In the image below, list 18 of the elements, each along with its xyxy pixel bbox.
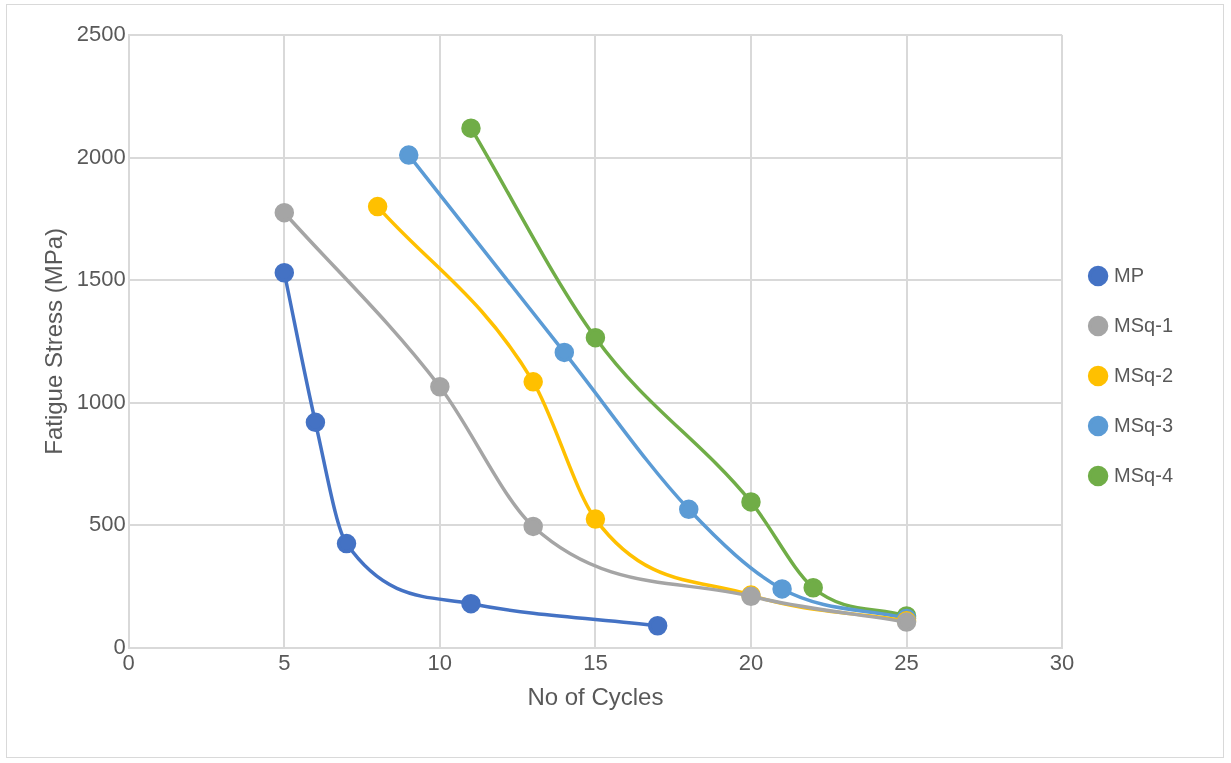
y-tick-label: 1500 [76,266,126,292]
legend-label: MSq-1 [1114,313,1173,336]
y-tick-label: 1000 [76,388,126,414]
x-tick-label: 15 [583,650,608,676]
x-tick-label: 20 [738,650,764,676]
x-tick-label: 10 [427,650,453,676]
x-axis-title: No of Cycles [527,683,664,711]
y-tick-label: 2000 [76,143,126,169]
x-tick-label: 25 [894,650,919,676]
y-tick-label: 2500 [76,21,126,47]
legend-label: MP [1114,263,1145,286]
legend-label: MSq-3 [1114,413,1173,436]
x-tick-label: 30 [1049,650,1075,676]
y-tick-label: 500 [89,511,126,537]
y-axis-title: Fatigue Stress (MPa) [40,228,68,455]
legend-label: MSq-4 [1114,463,1173,486]
x-tick-label: 5 [278,650,291,676]
legend-label: MSq-2 [1114,363,1173,386]
